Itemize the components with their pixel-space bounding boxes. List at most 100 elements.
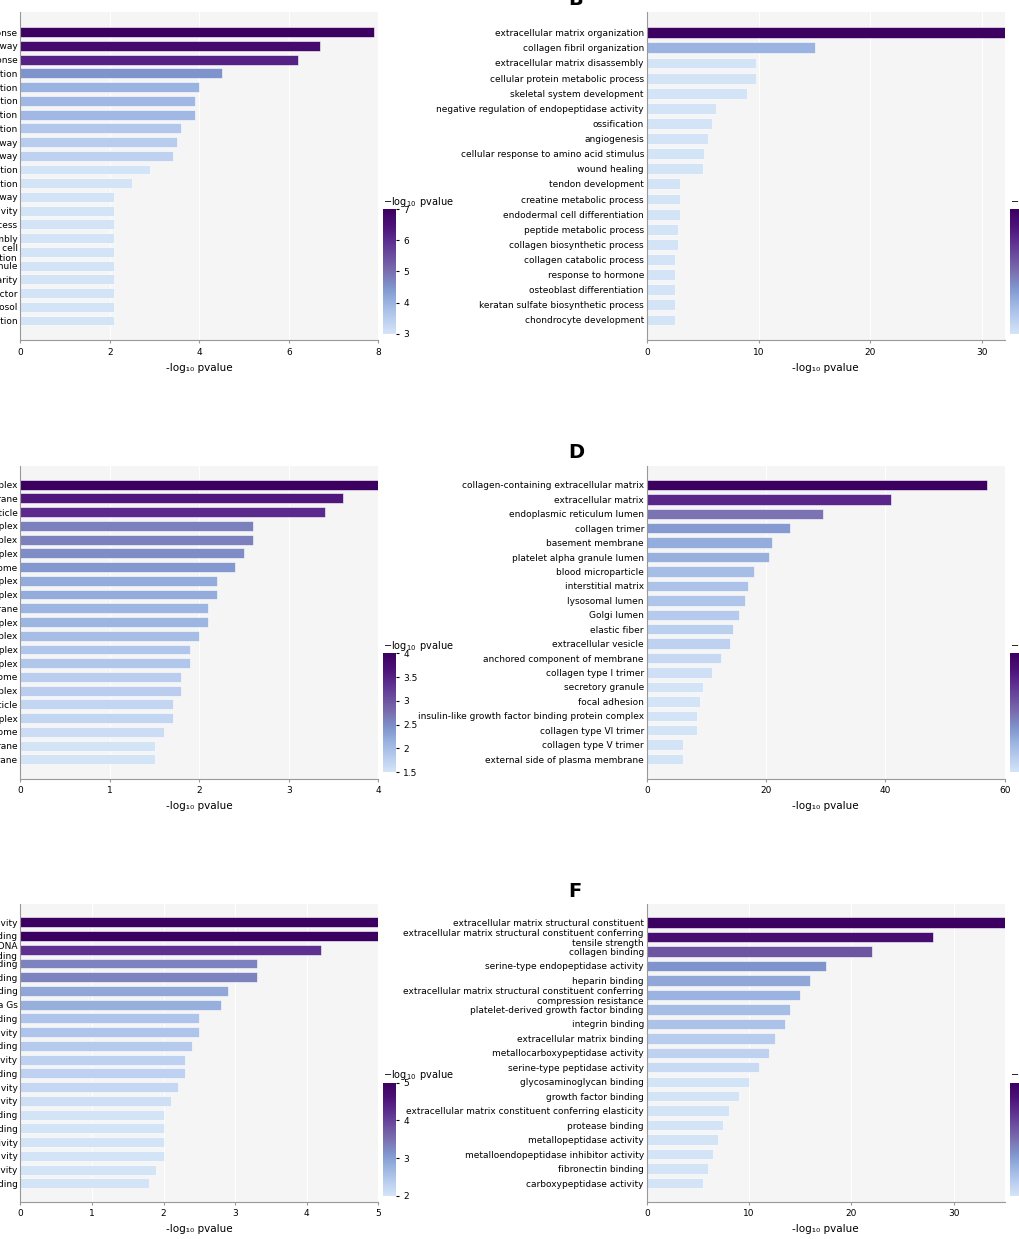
Bar [20,1068,184,1078]
Bar [646,990,799,1000]
Bar [646,711,697,721]
Bar [646,725,697,736]
Bar [646,208,680,219]
Bar [20,603,208,613]
Bar [20,1097,170,1106]
Bar [646,1062,758,1073]
Bar [646,164,702,175]
Text: $-\log_{10}$ pvalue: $-\log_{10}$ pvalue [1009,195,1019,209]
Bar [646,1105,728,1116]
X-axis label: -log₁₀ pvalue: -log₁₀ pvalue [166,800,232,810]
X-axis label: -log₁₀ pvalue: -log₁₀ pvalue [792,1224,858,1234]
Bar [20,727,163,737]
Bar [646,193,680,204]
X-axis label: -log₁₀ pvalue: -log₁₀ pvalue [792,363,858,373]
Bar [20,1014,199,1023]
Bar [20,644,191,654]
Bar [20,945,321,955]
Bar [20,1178,149,1188]
Bar [646,1135,717,1145]
Bar [646,610,739,620]
Bar [20,563,235,572]
Bar [20,192,114,202]
Bar [20,658,191,668]
Bar [646,1018,784,1030]
Bar [20,109,195,119]
Bar [646,681,703,693]
Text: B: B [568,0,582,9]
Bar [646,42,814,53]
Bar [20,755,155,764]
Bar [20,302,114,312]
Text: $-\log_{10}$ pvalue: $-\log_{10}$ pvalue [383,195,454,209]
Bar [20,493,342,503]
Bar [646,1047,768,1058]
Bar [20,1151,163,1161]
Bar [20,1165,156,1175]
Bar [20,700,172,710]
Bar [646,947,871,957]
Bar [20,82,199,92]
Bar [646,57,756,68]
Bar [20,68,221,78]
Bar [646,133,707,144]
Bar [20,274,114,284]
Bar [646,508,822,519]
Text: $-\log_{10}$ pvalue: $-\log_{10}$ pvalue [1009,1068,1019,1083]
Bar [646,932,932,942]
Bar [20,1124,163,1134]
Bar [646,740,682,750]
Bar [646,284,675,295]
Bar [20,672,181,681]
Bar [646,1092,738,1101]
Text: $-\log_{10}$ pvalue: $-\log_{10}$ pvalue [383,639,454,653]
Bar [646,254,675,265]
Bar [646,27,1004,38]
Bar [20,973,257,983]
X-axis label: -log₁₀ pvalue: -log₁₀ pvalue [166,363,232,373]
Bar [646,753,682,764]
Bar [646,1120,722,1130]
Bar [646,960,825,971]
Text: $-\log_{10}$ pvalue: $-\log_{10}$ pvalue [383,1068,454,1083]
Bar [20,1082,177,1092]
Bar [20,590,217,600]
Bar [20,507,324,517]
Bar [20,247,114,256]
Bar [646,479,985,491]
Bar [646,551,768,563]
Bar [20,233,114,243]
Bar [20,617,208,627]
Bar [20,576,217,586]
Bar [646,1004,789,1015]
Bar [20,27,374,37]
Bar [646,224,678,234]
Bar [20,124,181,134]
Bar [20,986,228,996]
Bar [646,653,720,663]
X-axis label: -log₁₀ pvalue: -log₁₀ pvalue [792,800,858,810]
Bar [20,959,257,969]
Bar [646,581,748,591]
Bar [646,917,1004,928]
Bar [20,165,150,175]
Bar [20,549,244,559]
Bar [646,1163,707,1173]
Bar [646,595,745,606]
Bar [646,538,771,548]
Bar [20,1041,192,1051]
Bar [646,975,810,985]
Bar [20,520,253,530]
Bar [646,566,753,576]
Bar [20,685,181,695]
Bar [646,88,747,99]
Bar [20,917,392,927]
Bar [20,1000,221,1010]
Bar [20,206,114,216]
Bar [20,95,195,105]
Bar [20,1110,163,1120]
Bar [20,55,298,64]
Bar [20,316,114,326]
Bar [646,1077,748,1087]
Text: $-\log_{10}$ pvalue: $-\log_{10}$ pvalue [1009,639,1019,653]
